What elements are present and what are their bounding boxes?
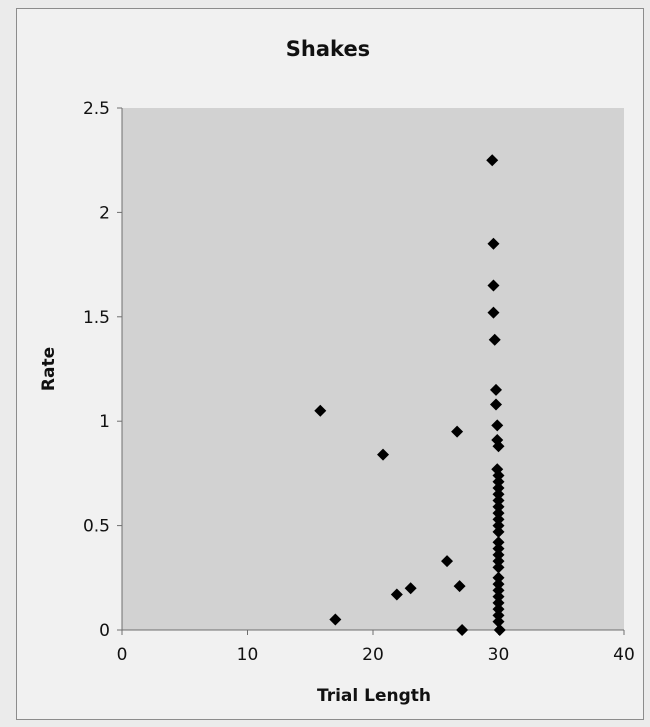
data-point — [492, 542, 505, 555]
data-point — [404, 582, 417, 595]
data-point — [492, 555, 505, 568]
data-point — [492, 525, 505, 538]
data-point — [441, 555, 454, 568]
data-point — [492, 548, 505, 561]
y-tick-label: 1.5 — [83, 308, 110, 328]
data-point — [489, 383, 502, 396]
data-point — [492, 609, 505, 622]
data-point — [492, 507, 505, 520]
chart-title: Shakes — [286, 37, 370, 61]
data-point — [377, 448, 390, 461]
x-axis: 0 10 20 30 40 — [117, 629, 635, 665]
data-point — [492, 536, 505, 549]
x-tick-label: 40 — [613, 645, 635, 665]
data-point — [492, 469, 505, 482]
data-point — [492, 596, 505, 609]
data-point — [486, 154, 499, 167]
x-tick-label: 30 — [488, 645, 510, 665]
data-point — [492, 519, 505, 532]
x-axis-label: Trial Length — [317, 686, 431, 706]
data-point — [488, 333, 501, 346]
y-tick-label: 0.5 — [83, 517, 110, 537]
data-point — [491, 419, 504, 432]
data-point — [487, 237, 500, 250]
data-point — [492, 513, 505, 526]
y-tick-label: 0 — [99, 621, 110, 641]
data-point — [492, 590, 505, 603]
x-tick-label: 0 — [117, 645, 128, 665]
x-tick-label: 20 — [362, 645, 384, 665]
data-point — [489, 398, 502, 411]
data-point — [329, 613, 342, 626]
data-point — [453, 580, 466, 593]
data-points — [314, 154, 506, 636]
data-point — [493, 624, 506, 636]
data-point — [492, 561, 505, 574]
data-point — [487, 306, 500, 319]
data-point — [456, 624, 469, 636]
plot-area — [122, 108, 624, 630]
y-tick-label: 2.5 — [83, 99, 110, 119]
data-point — [492, 475, 505, 488]
x-tick-label: 10 — [237, 645, 259, 665]
data-point — [487, 279, 500, 292]
y-tick-label: 1 — [99, 412, 110, 432]
data-point — [492, 615, 505, 628]
y-tick-label: 2 — [99, 203, 110, 223]
y-axis: 0 0.5 1 1.5 2 2.5 — [83, 99, 123, 641]
y-axis-label: Rate — [39, 347, 59, 391]
data-point — [492, 571, 505, 584]
data-point — [314, 404, 327, 417]
data-point — [451, 425, 464, 438]
data-point — [492, 578, 505, 591]
data-point — [492, 482, 505, 495]
data-point — [492, 500, 505, 513]
data-point — [492, 488, 505, 501]
data-point — [492, 603, 505, 616]
data-point — [492, 440, 505, 453]
data-point — [390, 588, 403, 601]
data-point — [492, 494, 505, 507]
data-point — [492, 584, 505, 597]
